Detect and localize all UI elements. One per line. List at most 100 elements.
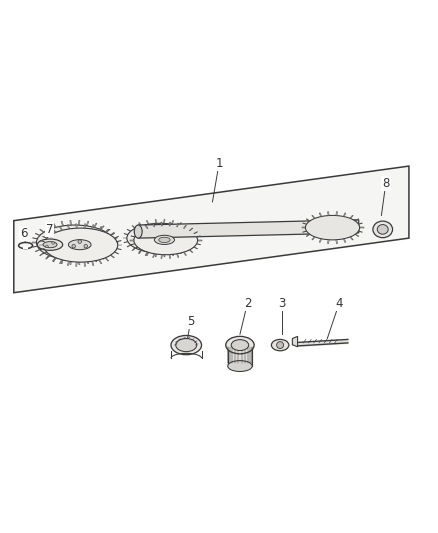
- Polygon shape: [131, 236, 135, 237]
- Polygon shape: [292, 336, 297, 347]
- Polygon shape: [228, 345, 252, 366]
- Ellipse shape: [134, 225, 142, 238]
- Circle shape: [46, 245, 48, 248]
- Ellipse shape: [159, 237, 170, 243]
- Polygon shape: [35, 249, 40, 252]
- Polygon shape: [124, 233, 128, 235]
- Polygon shape: [110, 233, 115, 236]
- Polygon shape: [106, 253, 110, 256]
- Polygon shape: [53, 257, 56, 262]
- Polygon shape: [312, 215, 315, 219]
- Polygon shape: [78, 260, 80, 265]
- Polygon shape: [84, 224, 85, 228]
- Text: 3: 3: [279, 297, 286, 310]
- Polygon shape: [184, 248, 188, 251]
- Polygon shape: [39, 229, 44, 232]
- Polygon shape: [114, 236, 119, 238]
- Polygon shape: [92, 261, 94, 265]
- Polygon shape: [92, 225, 94, 229]
- Text: 6: 6: [20, 227, 27, 240]
- Polygon shape: [197, 244, 201, 245]
- Polygon shape: [169, 222, 170, 226]
- Polygon shape: [46, 255, 49, 259]
- Polygon shape: [117, 240, 121, 242]
- Polygon shape: [163, 253, 165, 257]
- Ellipse shape: [171, 335, 201, 354]
- Polygon shape: [138, 250, 141, 254]
- Ellipse shape: [36, 225, 113, 260]
- Polygon shape: [155, 253, 156, 257]
- Polygon shape: [192, 233, 196, 235]
- Polygon shape: [189, 249, 193, 253]
- Polygon shape: [60, 227, 63, 230]
- Ellipse shape: [127, 223, 193, 253]
- Polygon shape: [67, 225, 70, 229]
- Polygon shape: [179, 223, 181, 226]
- Text: 7: 7: [46, 223, 53, 236]
- Polygon shape: [47, 255, 51, 258]
- Polygon shape: [152, 223, 155, 227]
- Polygon shape: [110, 255, 114, 258]
- Polygon shape: [105, 257, 109, 261]
- Polygon shape: [67, 261, 70, 265]
- Polygon shape: [358, 223, 362, 224]
- Polygon shape: [350, 237, 353, 240]
- Polygon shape: [146, 252, 149, 256]
- Polygon shape: [131, 244, 135, 245]
- Polygon shape: [189, 228, 193, 231]
- Polygon shape: [192, 241, 196, 243]
- Circle shape: [78, 240, 81, 244]
- Text: 2: 2: [244, 297, 251, 310]
- Polygon shape: [161, 222, 162, 226]
- Ellipse shape: [231, 340, 249, 351]
- Ellipse shape: [272, 340, 289, 351]
- Polygon shape: [86, 221, 89, 226]
- Circle shape: [277, 342, 284, 349]
- Polygon shape: [100, 255, 104, 259]
- Polygon shape: [84, 262, 85, 266]
- Polygon shape: [94, 223, 97, 228]
- Ellipse shape: [373, 221, 392, 238]
- Polygon shape: [189, 229, 193, 231]
- Circle shape: [52, 241, 54, 244]
- Polygon shape: [32, 246, 37, 247]
- Polygon shape: [355, 234, 359, 237]
- Ellipse shape: [37, 239, 63, 251]
- Polygon shape: [138, 228, 142, 231]
- Polygon shape: [40, 240, 44, 242]
- Polygon shape: [61, 221, 64, 226]
- Polygon shape: [23, 246, 28, 248]
- Polygon shape: [60, 260, 63, 264]
- Polygon shape: [145, 252, 148, 255]
- Polygon shape: [78, 220, 80, 225]
- Polygon shape: [328, 212, 329, 215]
- Polygon shape: [184, 252, 187, 255]
- Polygon shape: [35, 233, 40, 236]
- Polygon shape: [306, 219, 310, 221]
- Polygon shape: [100, 226, 104, 230]
- Polygon shape: [110, 249, 115, 252]
- Polygon shape: [70, 220, 71, 225]
- Ellipse shape: [176, 338, 197, 352]
- Circle shape: [84, 245, 88, 248]
- Polygon shape: [42, 236, 47, 238]
- Ellipse shape: [228, 361, 252, 372]
- Text: 4: 4: [336, 297, 343, 310]
- Polygon shape: [184, 225, 188, 229]
- Polygon shape: [171, 252, 174, 256]
- Polygon shape: [350, 215, 353, 219]
- Polygon shape: [161, 255, 162, 259]
- Polygon shape: [114, 252, 119, 254]
- Polygon shape: [42, 252, 47, 254]
- Polygon shape: [127, 245, 131, 247]
- Polygon shape: [138, 223, 141, 226]
- Polygon shape: [197, 236, 201, 237]
- Polygon shape: [40, 248, 44, 250]
- Polygon shape: [117, 248, 121, 250]
- Ellipse shape: [377, 224, 388, 234]
- Polygon shape: [177, 254, 179, 257]
- Polygon shape: [146, 221, 149, 224]
- Polygon shape: [169, 255, 170, 259]
- Ellipse shape: [43, 241, 57, 248]
- Polygon shape: [177, 223, 179, 227]
